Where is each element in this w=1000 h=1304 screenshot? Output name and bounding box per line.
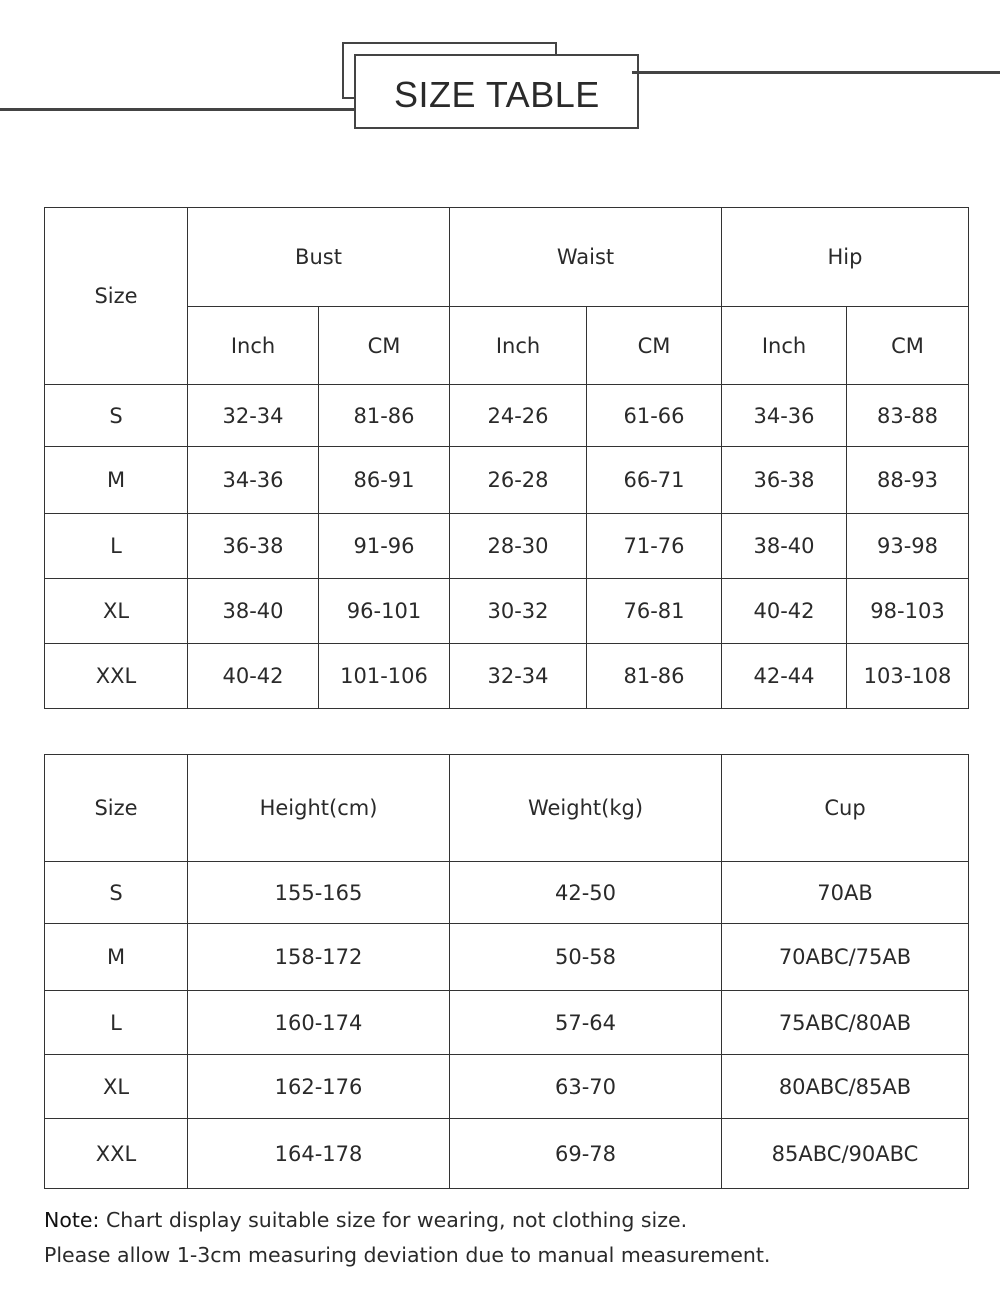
measurements-table: Size Bust Waist Hip Inch CM Inch CM Inch CM S…: [44, 207, 969, 709]
page-title: SIZE TABLE: [394, 74, 600, 115]
size-cell: M: [44, 923, 188, 991]
waist-header: Waist: [449, 207, 722, 307]
measurement-cell: 36-38: [721, 446, 847, 514]
size-cell: XXL: [44, 643, 188, 709]
measurement-cell: 91-96: [318, 513, 450, 579]
unit-header: CM: [846, 306, 969, 385]
table-row: L 160-174 57-64 75ABC/80AB: [44, 990, 969, 1055]
note-label: Note:: [44, 1208, 100, 1232]
value-cell: 69-78: [449, 1118, 722, 1189]
value-cell: 85ABC/90ABC: [721, 1118, 969, 1189]
value-cell: 57-64: [449, 990, 722, 1055]
size-header: Size: [44, 207, 188, 385]
table-row: XL 38-40 96-101 30-32 76-81 40-42 98-103: [44, 578, 969, 644]
size-cell: S: [44, 861, 188, 924]
header-left-rule: [0, 108, 405, 111]
hip-header: Hip: [721, 207, 969, 307]
value-cell: 80ABC/85AB: [721, 1054, 969, 1119]
table-row: M 34-36 86-91 26-28 66-71 36-38 88-93: [44, 446, 969, 514]
measurement-cell: 24-26: [449, 384, 587, 447]
table-row: M 158-172 50-58 70ABC/75AB: [44, 923, 969, 991]
measurement-cell: 98-103: [846, 578, 969, 644]
value-cell: 158-172: [187, 923, 450, 991]
measurement-cell: 34-36: [187, 446, 319, 514]
size-cell: XL: [44, 1054, 188, 1119]
unit-header: CM: [318, 306, 450, 385]
measurement-cell: 28-30: [449, 513, 587, 579]
measurement-cell: 93-98: [846, 513, 969, 579]
value-cell: 75ABC/80AB: [721, 990, 969, 1055]
note-line-2: Please allow 1-3cm measuring deviation d…: [44, 1243, 771, 1267]
measurement-cell: 103-108: [846, 643, 969, 709]
value-cell: 70ABC/75AB: [721, 923, 969, 991]
value-cell: 162-176: [187, 1054, 450, 1119]
size-cell: XXL: [44, 1118, 188, 1189]
measurement-cell: 30-32: [449, 578, 587, 644]
header-right-rule: [632, 71, 1000, 74]
measurement-cell: 32-34: [187, 384, 319, 447]
measurement-cell: 96-101: [318, 578, 450, 644]
measurement-cell: 32-34: [449, 643, 587, 709]
bust-header: Bust: [187, 207, 450, 307]
size-cell: S: [44, 384, 188, 447]
table-row: XXL 164-178 69-78 85ABC/90ABC: [44, 1118, 969, 1189]
measurement-cell: 83-88: [846, 384, 969, 447]
body-table: Size Height(cm) Weight(kg) Cup S 155-165 42-5…: [44, 754, 969, 1189]
value-cell: 50-58: [449, 923, 722, 991]
note: Note: Chart display suitable size for we…: [44, 1203, 770, 1273]
column-header: Weight(kg): [449, 754, 722, 862]
measurement-cell: 71-76: [586, 513, 722, 579]
size-cell: L: [44, 990, 188, 1055]
column-header: Height(cm): [187, 754, 450, 862]
size-cell: XL: [44, 578, 188, 644]
measurement-cell: 36-38: [187, 513, 319, 579]
unit-header: Inch: [187, 306, 319, 385]
measurement-cell: 61-66: [586, 384, 722, 447]
header-title-box: SIZE TABLE: [354, 54, 639, 129]
measurement-cell: 81-86: [586, 643, 722, 709]
table-row: S 155-165 42-50 70AB: [44, 861, 969, 924]
measurement-cell: 38-40: [721, 513, 847, 579]
column-header: Cup: [721, 754, 969, 862]
value-cell: 63-70: [449, 1054, 722, 1119]
table-row: XL 162-176 63-70 80ABC/85AB: [44, 1054, 969, 1119]
unit-header: CM: [586, 306, 722, 385]
table-row: S 32-34 81-86 24-26 61-66 34-36 83-88: [44, 384, 969, 447]
measurement-cell: 40-42: [187, 643, 319, 709]
measurement-cell: 38-40: [187, 578, 319, 644]
size-cell: L: [44, 513, 188, 579]
measurement-cell: 88-93: [846, 446, 969, 514]
column-header: Size: [44, 754, 188, 862]
value-cell: 42-50: [449, 861, 722, 924]
table-row: L 36-38 91-96 28-30 71-76 38-40 93-98: [44, 513, 969, 579]
size-cell: M: [44, 446, 188, 514]
measurement-cell: 66-71: [586, 446, 722, 514]
unit-header: Inch: [449, 306, 587, 385]
measurement-cell: 101-106: [318, 643, 450, 709]
value-cell: 164-178: [187, 1118, 450, 1189]
measurement-cell: 42-44: [721, 643, 847, 709]
value-cell: 155-165: [187, 861, 450, 924]
unit-header: Inch: [721, 306, 847, 385]
measurement-cell: 34-36: [721, 384, 847, 447]
measurement-cell: 40-42: [721, 578, 847, 644]
note-line-1: Chart display suitable size for wearing,…: [105, 1208, 688, 1232]
measurement-cell: 86-91: [318, 446, 450, 514]
measurement-cell: 26-28: [449, 446, 587, 514]
measurement-cell: 76-81: [586, 578, 722, 644]
measurement-cell: 81-86: [318, 384, 450, 447]
value-cell: 70AB: [721, 861, 969, 924]
value-cell: 160-174: [187, 990, 450, 1055]
table-row: XXL 40-42 101-106 32-34 81-86 42-44 103-108: [44, 643, 969, 709]
